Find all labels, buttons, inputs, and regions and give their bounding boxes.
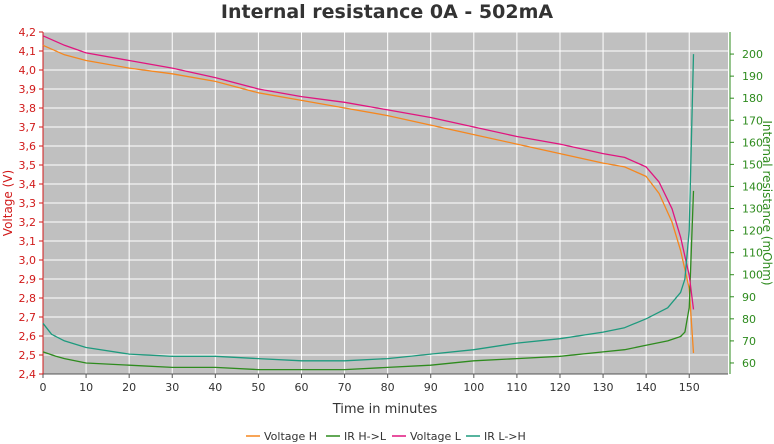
y-right-tick-label: 190 <box>742 70 763 83</box>
y-left-tick-label: 2,6 <box>19 330 37 343</box>
y-right-tick-label: 160 <box>742 136 763 149</box>
x-axis-label: Time in minutes <box>332 402 438 417</box>
series-line-3 <box>42 54 695 362</box>
x-tick-label: 140 <box>636 381 657 394</box>
y-axis-right: 60 70 80 90 100 110 120 130 140 150 160 170 180 190 20… <box>729 32 763 374</box>
chart-title: Internal resistance 0A - 502mA <box>221 1 553 23</box>
y-left-tick-label: 2,8 <box>19 292 37 305</box>
series-line-2 <box>42 35 695 310</box>
y-left-tick-label: 4,0 <box>19 64 37 77</box>
legend: Voltage H IR H->L Voltage L IR L->H <box>246 430 526 443</box>
legend-label-3: IR L->H <box>484 430 526 443</box>
x-tick-label: 10 <box>79 381 93 394</box>
grid <box>42 31 728 375</box>
y-left-tick-label: 4,1 <box>19 45 37 58</box>
x-tick-label: 150 <box>679 381 700 394</box>
y-right-tick-label: 90 <box>742 291 756 304</box>
y-left-tick-label: 2,9 <box>19 273 37 286</box>
y-right-tick-label: 170 <box>742 114 763 127</box>
x-tick-label: 90 <box>424 381 438 394</box>
y-left-tick-label: 3,9 <box>19 83 37 96</box>
y-left-tick-label: 2,5 <box>19 349 37 362</box>
x-tick-label: 60 <box>294 381 308 394</box>
y-right-tick-label: 200 <box>742 48 763 61</box>
legend-label-0: Voltage H <box>264 430 317 443</box>
y-right-tick-label: 180 <box>742 92 763 105</box>
y-axis-right-label: Internal resistance (mOhm) <box>760 120 774 285</box>
y-right-tick-label: 100 <box>742 269 763 282</box>
x-tick-label: 130 <box>593 381 614 394</box>
x-tick-label: 30 <box>165 381 179 394</box>
x-tick-label: 80 <box>381 381 395 394</box>
y-axis-left-label: Voltage (V) <box>1 170 15 236</box>
y-right-tick-label: 150 <box>742 158 763 171</box>
y-left-tick-label: 3,7 <box>19 121 37 134</box>
y-left-tick-label: 3,4 <box>19 178 37 191</box>
y-left-tick-label: 3,0 <box>19 254 37 267</box>
y-right-tick-label: 70 <box>742 335 756 348</box>
y-right-tick-label: 60 <box>742 357 756 370</box>
x-tick-label: 20 <box>122 381 136 394</box>
legend-label-1: IR H->L <box>344 430 387 443</box>
y-right-tick-label: 120 <box>742 225 763 238</box>
x-tick-label: 100 <box>463 381 484 394</box>
y-left-tick-label: 3,5 <box>19 159 37 172</box>
y-left-tick-label: 2,7 <box>19 311 37 324</box>
x-tick-label: 120 <box>549 381 570 394</box>
x-tick-label: 40 <box>208 381 222 394</box>
y-axis-left: 2,4 2,5 2,6 2,7 2,8 2,9 3,0 3,1 3,2 3,3 3,4 3,5 3,6 3… <box>19 26 44 381</box>
y-left-tick-label: 3,6 <box>19 140 37 153</box>
y-left-tick-label: 3,3 <box>19 197 37 210</box>
y-right-tick-label: 140 <box>742 180 763 193</box>
x-tick-label: 0 <box>40 381 47 394</box>
y-left-tick-label: 3,8 <box>19 102 37 115</box>
y-right-tick-label: 130 <box>742 203 763 216</box>
y-left-tick-label: 4,2 <box>19 26 37 39</box>
legend-label-2: Voltage L <box>410 430 462 443</box>
x-tick-label: 50 <box>251 381 265 394</box>
x-tick-label: 70 <box>338 381 352 394</box>
series-line-0 <box>42 44 695 354</box>
y-right-tick-label: 110 <box>742 247 763 260</box>
series-line-1 <box>42 190 695 371</box>
x-axis: 0 10 20 30 40 50 60 70 80 90 100 110 120 130 140 150 <box>40 373 728 394</box>
y-left-tick-label: 3,2 <box>19 216 37 229</box>
y-right-tick-label: 80 <box>742 313 756 326</box>
series-lines <box>42 35 695 371</box>
y-left-tick-label: 3,1 <box>19 235 37 248</box>
y-left-tick-label: 2,4 <box>19 368 37 381</box>
x-tick-label: 110 <box>506 381 527 394</box>
